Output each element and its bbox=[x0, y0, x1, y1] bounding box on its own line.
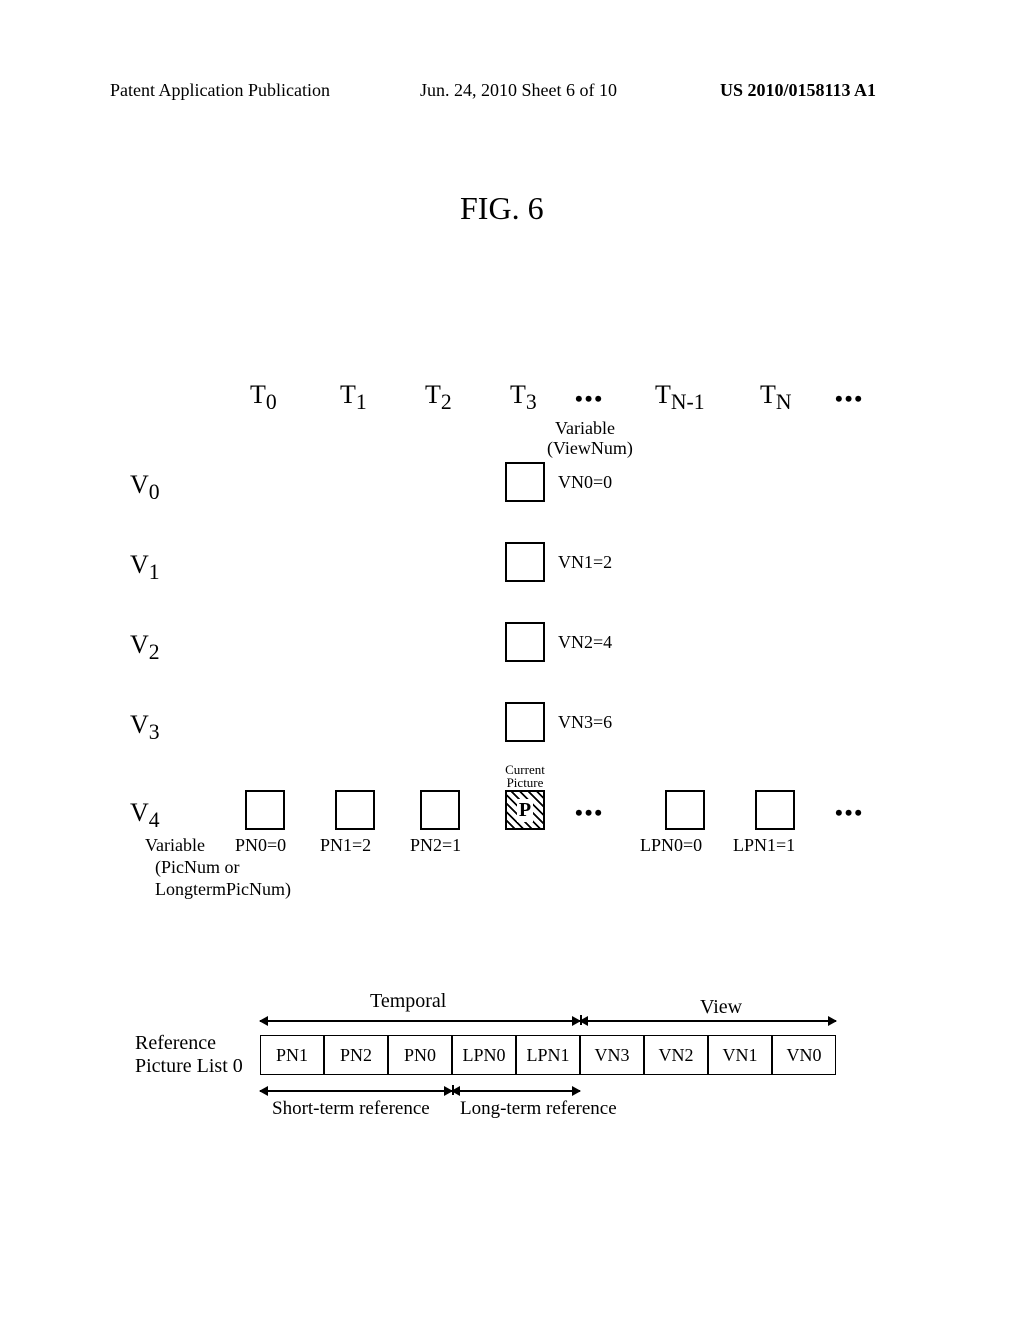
row-V2: V2 bbox=[130, 630, 160, 665]
box-V4-TN bbox=[755, 790, 795, 830]
box-V1-T3 bbox=[505, 542, 545, 582]
col-TN: TN bbox=[760, 380, 792, 415]
vn1-label: VN1=2 bbox=[558, 552, 612, 573]
pn1-label: PN1=2 bbox=[320, 835, 371, 856]
row-V0: V0 bbox=[130, 470, 160, 505]
col-dots-2: ••• bbox=[835, 386, 864, 412]
reflist-cell-4: LPN1 bbox=[516, 1035, 580, 1075]
var-picnum-1: Variable bbox=[145, 835, 205, 856]
box-V4-T0 bbox=[245, 790, 285, 830]
box-V2-T3 bbox=[505, 622, 545, 662]
var-viewnum-2: (ViewNum) bbox=[547, 438, 633, 459]
vn3-label: VN3=6 bbox=[558, 712, 612, 733]
reflist-cell-3: LPN0 bbox=[452, 1035, 516, 1075]
box-V0-T3 bbox=[505, 462, 545, 502]
col-T3: T3 bbox=[510, 380, 537, 415]
lpn0-label: LPN0=0 bbox=[640, 835, 702, 856]
view-label: View bbox=[700, 996, 742, 1019]
box-V3-T3 bbox=[505, 702, 545, 742]
row-V1: V1 bbox=[130, 550, 160, 585]
pn0-label: PN0=0 bbox=[235, 835, 286, 856]
box-V4-T2 bbox=[420, 790, 460, 830]
temporal-label: Temporal bbox=[370, 990, 446, 1013]
col-TN1: TN-1 bbox=[655, 380, 705, 415]
col-T0: T0 bbox=[250, 380, 277, 415]
lpn1-label: LPN1=1 bbox=[733, 835, 795, 856]
arrow-temporal bbox=[260, 1020, 580, 1022]
var-viewnum-1: Variable bbox=[555, 418, 615, 439]
col-T1: T1 bbox=[340, 380, 367, 415]
reflist-title: ReferencePicture List 0 bbox=[135, 1032, 243, 1078]
arrow-long-term bbox=[452, 1090, 580, 1092]
figure-title: FIG. 6 bbox=[460, 190, 544, 227]
current-picture-label: CurrentPicture bbox=[500, 763, 550, 789]
reflist-cell-6: VN2 bbox=[644, 1035, 708, 1075]
long-term-label: Long-term reference bbox=[460, 1098, 617, 1120]
col-dots-1: ••• bbox=[575, 386, 604, 412]
var-picnum-2: (PicNum or bbox=[155, 857, 240, 878]
arrow-view bbox=[580, 1020, 836, 1022]
reflist-cell-0: PN1 bbox=[260, 1035, 324, 1075]
box-V4-T1 bbox=[335, 790, 375, 830]
col-T2: T2 bbox=[425, 380, 452, 415]
header-center: Jun. 24, 2010 Sheet 6 of 10 bbox=[420, 80, 617, 101]
short-term-label: Short-term reference bbox=[272, 1098, 430, 1120]
reflist-cell-2: PN0 bbox=[388, 1035, 452, 1075]
reflist-cell-7: VN1 bbox=[708, 1035, 772, 1075]
pn2-label: PN2=1 bbox=[410, 835, 461, 856]
arrow-short-term bbox=[260, 1090, 452, 1092]
box-V4-TN1 bbox=[665, 790, 705, 830]
vn2-label: VN2=4 bbox=[558, 632, 612, 653]
header-left: Patent Application Publication bbox=[110, 80, 330, 101]
var-picnum-3: LongtermPicNum) bbox=[155, 879, 291, 900]
v4-dots-1: ••• bbox=[575, 800, 604, 826]
reflist-cell-5: VN3 bbox=[580, 1035, 644, 1075]
header-right: US 2010/0158113 A1 bbox=[720, 80, 876, 101]
v4-dots-2: ••• bbox=[835, 800, 864, 826]
reflist-cell-1: PN2 bbox=[324, 1035, 388, 1075]
reflist-cell-8: VN0 bbox=[772, 1035, 836, 1075]
vn0-label: VN0=0 bbox=[558, 472, 612, 493]
reflist-row: PN1 PN2 PN0 LPN0 LPN1 VN3 VN2 VN1 VN0 bbox=[260, 1035, 836, 1075]
row-V3: V3 bbox=[130, 710, 160, 745]
box-current-picture: P bbox=[505, 790, 545, 830]
row-V4: V4 bbox=[130, 798, 160, 833]
